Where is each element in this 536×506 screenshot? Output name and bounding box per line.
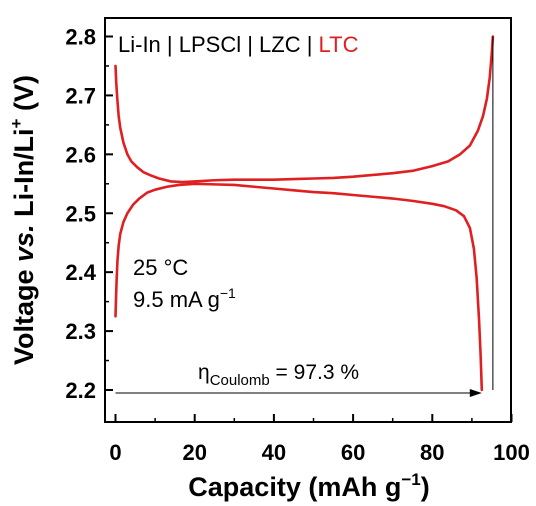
charge-curve xyxy=(114,35,495,184)
plot-frame xyxy=(104,17,512,423)
y-tick-label: 2.7 xyxy=(65,83,96,108)
cathode-label-ltc: LTC xyxy=(319,32,359,57)
x-tick-label: 80 xyxy=(420,440,444,465)
arrowhead-icon xyxy=(469,388,482,397)
cell-configuration-label: Li-In | LPSCl | LZC | LTC xyxy=(118,32,359,57)
y-tick-label: 2.6 xyxy=(65,142,96,167)
x-tick-label: 100 xyxy=(493,440,530,465)
x-tick-label: 0 xyxy=(109,440,121,465)
y-tick-label: 2.3 xyxy=(65,319,96,344)
y-tick-label: 2.4 xyxy=(65,260,96,285)
discharge-curve xyxy=(114,182,484,392)
current-rate-label: 9.5 mA g−1 xyxy=(133,285,236,312)
y-tick-label: 2.8 xyxy=(65,25,96,50)
x-axis-title: Capacity (mAh g−1) xyxy=(188,470,429,502)
y-tick-label: 2.5 xyxy=(65,201,96,226)
x-tick-label: 60 xyxy=(341,440,365,465)
y-tick-label: 2.2 xyxy=(65,378,96,403)
x-tick-label: 20 xyxy=(182,440,206,465)
temperature-label: 25 °C xyxy=(133,255,188,280)
coulombic-efficiency-label: ηCoulomb = 97.3 % xyxy=(198,361,359,389)
x-tick-label: 40 xyxy=(262,440,286,465)
y-axis-title: Voltage vs. Li-In/Li+ (V) xyxy=(7,75,39,365)
